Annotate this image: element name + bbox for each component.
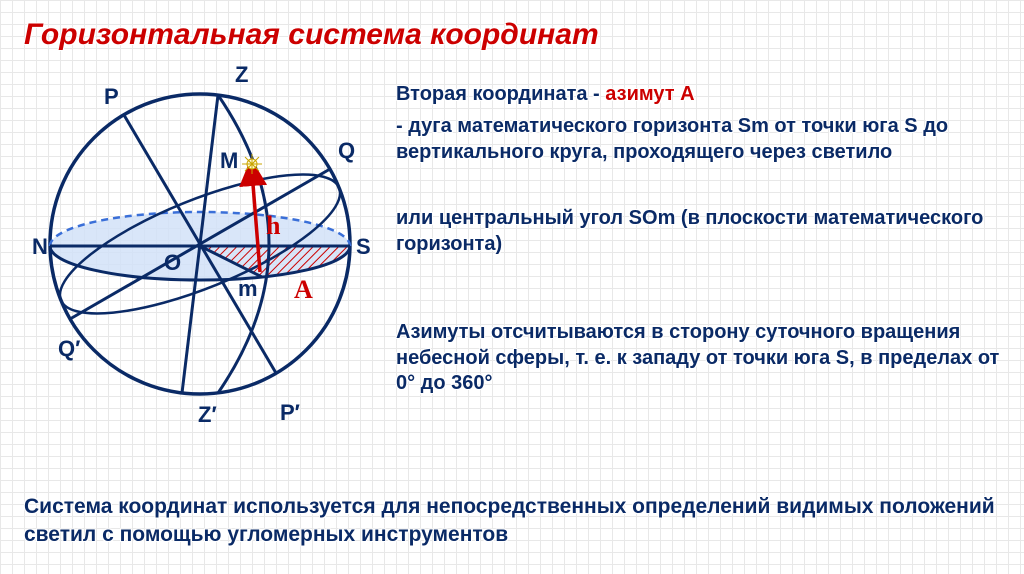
subtitle-prefix: Вторая координата -	[396, 83, 605, 105]
label-Zp: Z′	[198, 402, 217, 427]
footer-text: Система координат используется для непос…	[24, 493, 1004, 548]
label-m: m	[238, 276, 258, 301]
label-N: N	[32, 234, 48, 259]
para1: - дуга математического горизонта Sm от т…	[396, 114, 1006, 165]
para2: или центральный угол SOm (в плоскости ма…	[396, 206, 1006, 257]
label-Z: Z	[235, 62, 248, 87]
label-M: M	[220, 148, 238, 173]
label-P: P	[104, 84, 119, 109]
subtitle-red: азимут A	[605, 83, 694, 105]
celestial-sphere-diagram: Z Z′ P P′ Q Q′ N S O M m h A	[20, 64, 380, 424]
label-Q: Q	[338, 138, 355, 163]
page-title: Горизонтальная система координат	[24, 18, 599, 52]
label-Pp: P′	[280, 400, 300, 425]
label-Qp: Q′	[58, 336, 80, 361]
label-A: A	[294, 275, 313, 304]
subtitle: Вторая координата - азимут A	[396, 82, 1006, 108]
para3: Азимуты отсчитываются в сторону суточног…	[396, 320, 1006, 397]
label-S: S	[356, 234, 371, 259]
label-h: h	[266, 211, 281, 240]
label-O: O	[164, 250, 181, 275]
